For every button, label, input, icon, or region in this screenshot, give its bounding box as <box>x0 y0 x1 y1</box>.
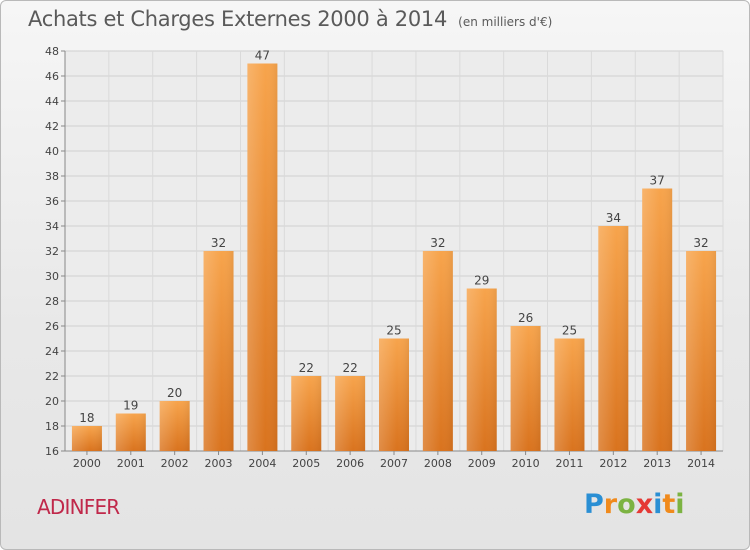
x-tick-label: 2007 <box>380 457 408 470</box>
brand-logo[interactable]: Proxiti <box>584 489 685 520</box>
x-tick-label: 2002 <box>161 457 189 470</box>
y-tick-label: 46 <box>45 70 59 83</box>
x-tick-label: 2013 <box>643 457 671 470</box>
y-tick-label: 42 <box>45 120 59 133</box>
x-tick-label: 2001 <box>117 457 145 470</box>
x-tick-label: 2008 <box>424 457 452 470</box>
bar-shine <box>247 63 278 451</box>
bar-shine <box>203 251 234 451</box>
x-tick-label: 2006 <box>336 457 364 470</box>
title-row: Achats et Charges Externes 2000 à 2014 (… <box>28 7 552 31</box>
chart-unit: (en milliers d'€) <box>458 15 553 29</box>
y-tick-label: 32 <box>45 245 59 258</box>
bar-shine <box>642 188 673 451</box>
data-label: 20 <box>167 386 182 400</box>
bar-shine <box>291 376 322 451</box>
y-tick-label: 22 <box>45 370 59 383</box>
data-label: 22 <box>299 361 314 375</box>
brand-letter: P <box>584 489 604 520</box>
brand-letter: t <box>662 489 676 520</box>
bar-shine <box>335 376 366 451</box>
bar-shine <box>379 338 409 451</box>
y-tick-label: 28 <box>45 295 59 308</box>
y-tick-label: 18 <box>45 420 59 433</box>
data-label: 37 <box>650 174 665 188</box>
data-label: 47 <box>255 49 270 63</box>
y-tick-label: 34 <box>45 220 59 233</box>
bar-shine <box>71 426 102 451</box>
town-name: ADINFER <box>37 495 120 519</box>
data-label: 34 <box>606 211 621 225</box>
y-tick-label: 36 <box>45 195 59 208</box>
bar-shine <box>422 251 453 451</box>
brand-letter: i <box>653 489 663 520</box>
labels: 16 18 20 22 24 26 28 30 32 34 36 38 40 42 44 46 48 2000 18… <box>45 45 715 470</box>
bar-shine <box>554 338 585 451</box>
brand-letter: x <box>635 489 654 520</box>
brand-letter: o <box>617 489 636 520</box>
x-tick-label: 2009 <box>468 457 496 470</box>
data-label: 26 <box>518 311 533 325</box>
brand-letter: i <box>675 489 685 520</box>
data-label: 18 <box>79 411 94 425</box>
x-tick-label: 2010 <box>512 457 540 470</box>
bar-shine <box>115 413 146 451</box>
data-label: 32 <box>693 236 708 250</box>
y-tick-label: 20 <box>45 395 59 408</box>
x-tick-label: 2004 <box>248 457 276 470</box>
y-tick-label: 16 <box>45 445 59 458</box>
bars <box>71 63 717 451</box>
x-tick-label: 2014 <box>687 457 715 470</box>
brand-letter: r <box>603 489 618 520</box>
data-label: 25 <box>562 324 577 338</box>
data-label: 32 <box>430 236 445 250</box>
x-tick-label: 2005 <box>292 457 320 470</box>
data-label: 29 <box>474 274 489 288</box>
bar-shine <box>510 326 541 451</box>
x-tick-label: 2011 <box>555 457 583 470</box>
y-tick-label: 24 <box>45 345 59 358</box>
data-label: 22 <box>342 361 357 375</box>
y-tick-label: 26 <box>45 320 59 333</box>
data-label: 25 <box>386 324 401 338</box>
x-tick-label: 2000 <box>73 457 101 470</box>
bar-shine <box>598 226 629 451</box>
y-tick-label: 48 <box>45 45 59 58</box>
y-tick-label: 44 <box>45 95 59 108</box>
y-tick-label: 30 <box>45 270 59 283</box>
bar-shine <box>466 288 497 451</box>
y-tick-label: 38 <box>45 170 59 183</box>
data-label: 32 <box>211 236 226 250</box>
x-tick-label: 2003 <box>205 457 233 470</box>
x-tick-label: 2012 <box>599 457 627 470</box>
chart-title: Achats et Charges Externes 2000 à 2014 <box>28 7 448 31</box>
bar-shine <box>686 251 717 451</box>
y-tick-label: 40 <box>45 145 59 158</box>
bar-shine <box>159 401 190 451</box>
data-label: 19 <box>123 399 138 413</box>
